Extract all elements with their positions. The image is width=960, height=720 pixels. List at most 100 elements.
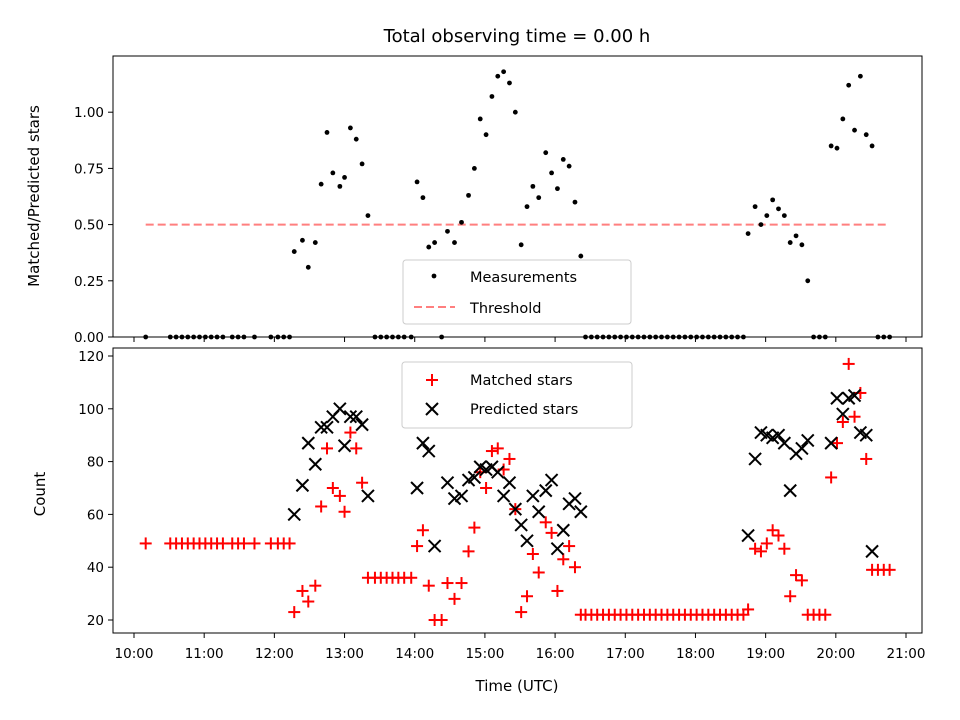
measurement-point: [793, 233, 799, 239]
predicted-star-point: [301, 436, 315, 450]
measurement-point: [555, 186, 560, 192]
measurement-point: [483, 132, 489, 138]
matched-star-point: [830, 437, 843, 450]
matched-star-point: [772, 529, 785, 542]
legend-matched-label: Matched stars: [470, 373, 573, 389]
x-tick-label: 17:00: [606, 646, 645, 662]
predicted-star-point: [355, 417, 369, 432]
predicted-star-point: [748, 452, 762, 466]
matched-star-point: [288, 606, 301, 619]
measurement-point: [342, 174, 347, 180]
measurement-point: [863, 132, 869, 138]
predicted-star-point: [568, 491, 582, 506]
matched-star-point: [766, 524, 779, 537]
measurement-point: [432, 240, 438, 245]
matched-star-point: [435, 614, 448, 626]
matched-star-point: [485, 445, 498, 458]
predicted-star-point: [496, 489, 511, 503]
predicted-star-point: [544, 473, 559, 487]
measurement-point: [524, 204, 530, 210]
measurement-point: [495, 73, 501, 79]
predicted-star-point: [556, 523, 570, 537]
predicted-star-point: [508, 502, 523, 516]
legend-measurements-label: Measurements: [470, 270, 577, 286]
measurement-point: [752, 204, 758, 210]
x-tick-label: 13:00: [325, 646, 364, 662]
matched-star-point: [778, 542, 791, 555]
predicted-star-point: [532, 505, 546, 519]
matched-star-point: [521, 590, 534, 603]
bottom-legend: Matched stars Predicted stars: [401, 361, 633, 429]
bottom-y-axis-label: Count: [31, 472, 49, 517]
predicted-star-point: [333, 402, 347, 416]
measurement-point: [828, 143, 834, 149]
measurement-point: [805, 278, 811, 284]
matched-star-point: [411, 540, 424, 553]
matched-star-point: [462, 545, 475, 558]
matched-star-point: [468, 521, 481, 534]
matched-star-point: [503, 452, 516, 465]
measurement-point: [353, 136, 359, 142]
matched-star-point: [448, 592, 461, 605]
x-tick-label: 20:00: [816, 646, 855, 662]
measurement-point: [300, 237, 305, 243]
matched-star-point: [563, 540, 576, 553]
measurement-point: [764, 213, 770, 219]
measurement-point: [869, 143, 875, 149]
measurement-point: [459, 219, 464, 225]
measurement-point: [543, 150, 549, 156]
predicted-star-point: [830, 391, 844, 405]
matched-star-point: [742, 603, 755, 616]
matched-star-point: [551, 584, 564, 597]
matched-star-point: [405, 571, 418, 584]
measurement-point: [834, 145, 840, 151]
top-axes-frame: [112, 55, 923, 338]
measurement-point: [324, 130, 330, 135]
predicted-star-point: [314, 420, 328, 434]
matched-star-point: [139, 537, 152, 550]
predicted-star-point: [865, 544, 879, 559]
matched-star-point: [321, 442, 333, 455]
matched-star-point: [760, 537, 773, 550]
matched-star-point: [248, 537, 261, 550]
predicted-star-point: [539, 483, 553, 498]
top-y-tick-label: 0.00: [74, 330, 104, 346]
measurement-point: [770, 197, 776, 203]
matched-star-point: [326, 482, 339, 494]
predicted-star-point: [514, 518, 528, 532]
measurement-point: [857, 73, 863, 79]
predicted-star-point: [795, 441, 809, 456]
predicted-star-point: [467, 470, 482, 485]
measurement-point: [846, 82, 852, 88]
matched-star-point: [568, 561, 581, 574]
predicted-star-point: [771, 428, 786, 442]
predicted-star-point: [287, 507, 301, 522]
predicted-star-point: [783, 483, 797, 498]
matched-star-point: [860, 452, 873, 465]
measurement-point: [305, 264, 311, 270]
predicted-star-point: [447, 491, 462, 506]
measurement-point: [426, 244, 432, 250]
legend-threshold-label: Threshold: [469, 301, 541, 317]
predicted-star-point: [454, 489, 469, 503]
matched-star-point: [819, 608, 832, 621]
measurement-point: [566, 163, 572, 169]
x-tick-label: 11:00: [185, 646, 224, 662]
predicted-star-point: [801, 433, 815, 448]
top-panel: Total observing time = 0.00 h Matched/Pr…: [25, 26, 923, 346]
matched-star-point: [296, 584, 309, 597]
measurement-point: [420, 195, 426, 201]
top-y-tick-label: 0.75: [74, 161, 104, 177]
predicted-star-point: [422, 444, 436, 458]
matched-star-point: [480, 482, 493, 494]
predicted-star-point: [361, 489, 375, 503]
bottom-plot-area: [139, 357, 896, 626]
matched-star-point: [302, 595, 315, 608]
matched-star-point: [356, 476, 369, 489]
measurement-point: [578, 253, 584, 259]
bottom-y-tick-label: 120: [78, 349, 104, 365]
predicted-star-point: [410, 481, 424, 495]
matched-star-point: [350, 442, 363, 455]
measurement-point: [512, 109, 518, 115]
